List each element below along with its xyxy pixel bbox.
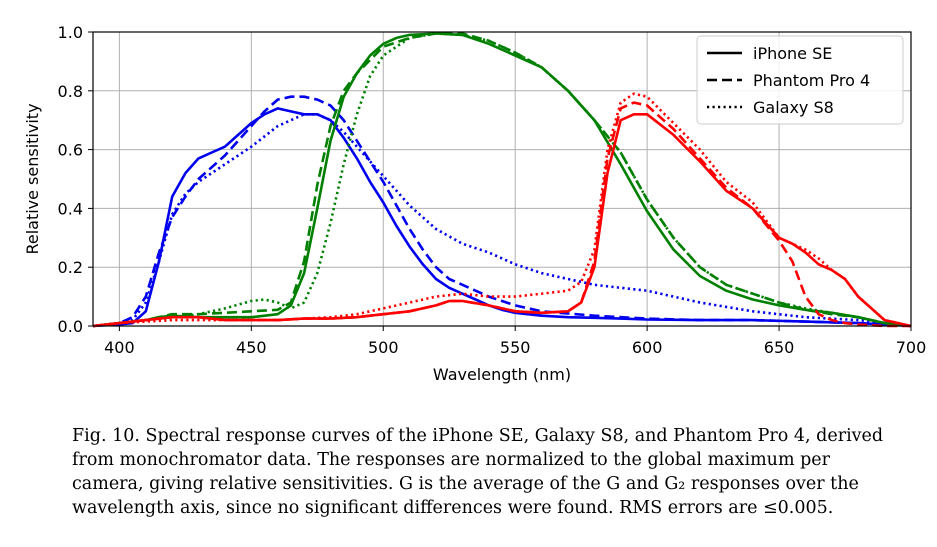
y-axis-label: Relative sensitivity bbox=[23, 103, 42, 254]
x-tick-label: 450 bbox=[236, 338, 267, 357]
legend-label: Phantom Pro 4 bbox=[753, 71, 870, 90]
y-tick-label: 0.0 bbox=[58, 317, 83, 336]
x-tick-label: 500 bbox=[368, 338, 399, 357]
series-blue-iphone-se bbox=[92, 107, 912, 328]
x-axis-label: Wavelength (nm) bbox=[433, 365, 571, 384]
series-red-galaxy-s8 bbox=[92, 92, 912, 328]
x-tick-label: 400 bbox=[104, 338, 135, 357]
series-green-iphone-se bbox=[92, 32, 912, 328]
y-tick-label: 0.6 bbox=[58, 141, 83, 160]
y-tick-label: 0.8 bbox=[58, 82, 83, 101]
y-tick-label: 1.0 bbox=[58, 23, 83, 42]
series-green-galaxy-s8 bbox=[92, 32, 912, 328]
y-tick-label: 0.2 bbox=[58, 258, 83, 277]
x-tick-label: 550 bbox=[500, 338, 531, 357]
chart-svg: 400 450 500 550 600 650 700 0.0 0.2 0.4 0.6 0.8 1.0 W… bbox=[23, 23, 927, 384]
y-tick-label: 0.4 bbox=[58, 199, 83, 218]
series-blue-phantom-pro-4 bbox=[92, 95, 912, 328]
legend-label: iPhone SE bbox=[753, 44, 832, 63]
figure-caption: Fig. 10. Spectral response curves of the… bbox=[72, 426, 884, 518]
series-red-iphone-se bbox=[92, 113, 912, 328]
x-tick-label: 700 bbox=[896, 338, 927, 357]
series-red-phantom-pro-4 bbox=[92, 101, 911, 328]
x-tick-label: 650 bbox=[764, 338, 795, 357]
legend-box bbox=[696, 35, 904, 125]
x-tick-label: 600 bbox=[632, 338, 663, 357]
spectral-chart: 400 450 500 550 600 650 700 0.0 0.2 0.4 0.6 0.8 1.0 W… bbox=[23, 23, 927, 384]
legend-label: Galaxy S8 bbox=[753, 98, 834, 117]
series-blue-galaxy-s8 bbox=[92, 113, 912, 328]
series-green-phantom-pro-4 bbox=[92, 32, 912, 328]
plot-frame bbox=[92, 31, 912, 327]
